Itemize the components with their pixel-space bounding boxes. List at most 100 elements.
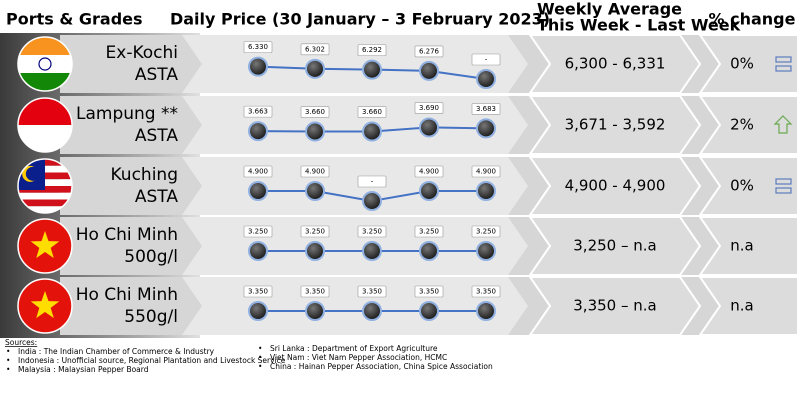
source-item: Sri Lanka : Department of Export Agricul…: [270, 344, 438, 353]
price-label: 6.330: [248, 43, 268, 51]
port-name: Kuching: [111, 165, 179, 185]
label-box: [243, 105, 273, 118]
label-box: [414, 165, 444, 178]
source-item: India : The Indian Chamber of Commerce &…: [18, 347, 215, 356]
source-item: Indonesia : Unofficial source, Regional …: [18, 356, 286, 365]
flag-rim: [17, 97, 73, 153]
price-label: 3.350: [248, 288, 268, 296]
percent-change: 2%: [730, 116, 754, 134]
change-chevron: [698, 34, 799, 94]
stripe: [18, 73, 72, 91]
price-point: [476, 118, 496, 139]
stripe: [18, 199, 72, 207]
stripe: [18, 55, 72, 73]
price-label: 6.292: [362, 46, 382, 54]
label-box: [357, 175, 387, 188]
label-box: [471, 103, 501, 115]
change-chevron: [698, 95, 799, 155]
price-label: 3.350: [305, 288, 325, 296]
price-point: [305, 241, 325, 261]
header-change: % change: [709, 10, 796, 29]
price-point: [248, 181, 268, 201]
port-name: Ex-Kochi: [106, 43, 178, 63]
bullet: •: [6, 365, 10, 374]
price-label: 3.250: [305, 228, 325, 236]
label-box: [471, 53, 501, 66]
source-item: Viet Nam : Viet Nam Pepper Association, …: [270, 353, 447, 362]
weekly-average: 4,900 - 4,900: [565, 177, 666, 195]
price-point: [419, 181, 439, 201]
equal-icon: [775, 187, 792, 194]
price-point: [362, 59, 382, 80]
equal-icon: [775, 65, 792, 72]
grade: 500g/l: [124, 247, 178, 267]
price-point: [362, 191, 382, 211]
label-box: [300, 165, 330, 178]
price-label: 4.900: [248, 168, 268, 176]
price-point: [419, 241, 439, 261]
price-label: 3.350: [419, 288, 439, 296]
price-point: [248, 56, 268, 77]
label-box: [243, 41, 273, 53]
label-box: [414, 285, 444, 298]
price-point: [476, 69, 496, 89]
flag-rim: [17, 218, 73, 274]
flag-rim: [17, 158, 73, 214]
price-line: [257, 65, 430, 72]
port-name: Lampung **: [76, 104, 178, 124]
price-label: 6.302: [305, 45, 325, 53]
label-box: [300, 106, 330, 118]
percent-change: 0%: [730, 177, 754, 195]
flag: [18, 279, 72, 333]
percent-change: n.a: [730, 237, 753, 255]
label-box: [357, 106, 387, 118]
source-item: China : Hainan Pepper Association, China…: [270, 362, 493, 371]
label-box: [243, 165, 273, 178]
label-box: [414, 225, 444, 238]
bullet: •: [258, 344, 262, 353]
weekly-chevron: [528, 216, 702, 276]
price-point: [248, 241, 268, 261]
label-box: [414, 45, 444, 58]
port-name: Ho Chi Minh: [76, 225, 178, 245]
price-label: 3.660: [362, 108, 382, 116]
price-point: [476, 181, 496, 201]
equal-icon: [775, 178, 792, 185]
price-label: 4.900: [305, 168, 325, 176]
price-point: [248, 301, 268, 321]
percent-change: 0%: [730, 55, 754, 73]
grade: 550g/l: [124, 307, 178, 327]
bullet: •: [6, 347, 10, 356]
flag: [18, 37, 72, 91]
price-label: 3.663: [248, 108, 268, 116]
stripe: [18, 192, 72, 200]
price-label: 3.690: [419, 104, 439, 112]
label-box: [357, 225, 387, 238]
percent-change: n.a: [730, 297, 753, 315]
bullet: •: [6, 356, 10, 365]
header-weekly: This Week - Last Week: [537, 16, 741, 35]
price-point: [305, 181, 325, 201]
price-point: [362, 241, 382, 261]
star: [30, 291, 60, 319]
label-box: [243, 285, 273, 298]
weekly-chevron: [528, 34, 702, 94]
sources-title: Sources:: [5, 338, 37, 347]
price-label: 6.276: [419, 47, 440, 55]
price-point: [476, 241, 496, 261]
weekly-chevron: [528, 156, 702, 216]
crescent-cut: [25, 166, 40, 181]
price-label: 3.660: [305, 108, 325, 116]
price-label: 4.900: [419, 168, 439, 176]
weekly-chevron: [528, 95, 702, 155]
grade: ASTA: [135, 126, 178, 146]
flag: [18, 219, 72, 273]
equal-icon: [775, 56, 792, 63]
price-label: 3.250: [248, 228, 268, 236]
price-point: [362, 121, 382, 142]
price-point: [248, 121, 268, 142]
weekly-chevron: [528, 276, 702, 336]
price-point: [305, 58, 325, 79]
